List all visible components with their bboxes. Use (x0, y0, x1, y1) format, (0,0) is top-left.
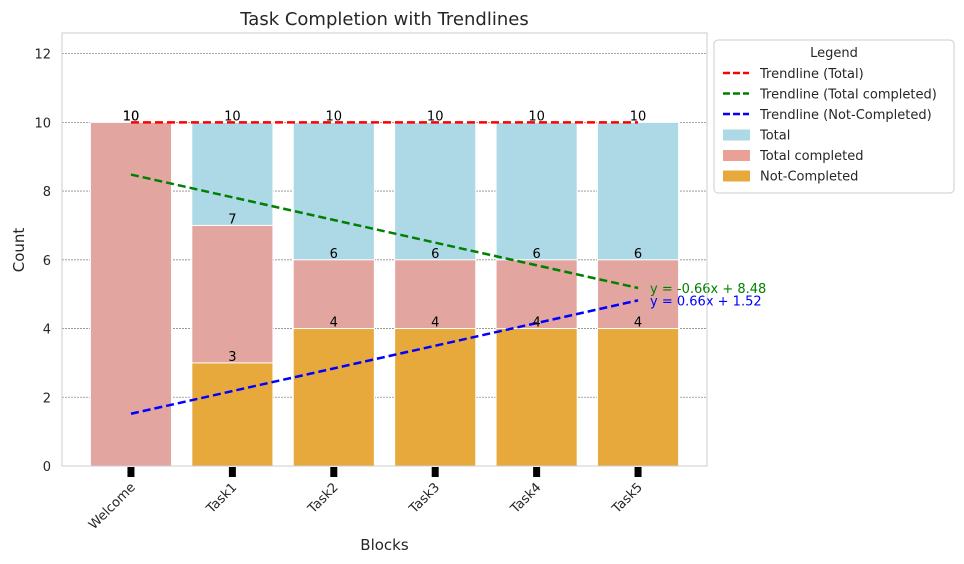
data-label: 4 (330, 316, 338, 331)
data-label: 10 (630, 109, 647, 124)
data-label: 10 (123, 109, 140, 124)
legend-entry-label: Trendline (Total) (759, 67, 864, 82)
y-tick-label: 2 (43, 391, 51, 406)
legend-frame (713, 39, 955, 194)
legend-entry-label: Not-Completed (760, 170, 858, 185)
legend-patch-swatch (723, 150, 750, 161)
data-label: 10 (224, 109, 241, 124)
data-label: 3 (228, 350, 236, 365)
data-label: 6 (330, 247, 338, 262)
data-label: 6 (431, 247, 439, 262)
x-tick-mark (431, 467, 439, 477)
trendline-equation: y = 0.66x + 1.52 (650, 294, 762, 309)
data-label: 6 (532, 247, 540, 262)
trendlines-layer: y = -0.66x + 8.48y = 0.66x + 1.52 (130, 121, 766, 415)
y-tick-label: 12 (34, 48, 51, 63)
legend-entry-label: Total completed (759, 149, 863, 164)
data-label: 7 (228, 212, 236, 227)
trendline-equation: y = -0.66x + 8.48 (650, 282, 766, 297)
y-tick-label: 8 (43, 185, 51, 200)
data-label: 10 (528, 109, 545, 124)
x-axis-label: Blocks (360, 536, 409, 554)
y-tick-label: 10 (34, 116, 51, 131)
legend: Legend Trendline (Total) Trendline (Total… (713, 39, 955, 194)
x-tick-mark (634, 467, 642, 477)
legend-patch-swatch (723, 170, 750, 182)
data-label: 6 (634, 247, 642, 262)
bar-not-completed (394, 328, 477, 467)
bar-not-completed (191, 362, 274, 467)
bars-layer (89, 121, 680, 467)
data-label: 4 (634, 316, 642, 331)
data-label: 4 (532, 316, 540, 331)
x-tick-mark (127, 467, 135, 477)
bar-not-completed (596, 328, 680, 467)
trendline (130, 173, 639, 290)
data-label: 10 (326, 109, 343, 124)
y-tick-label: 6 (43, 254, 51, 269)
legend-entry-label: Total (759, 129, 790, 144)
data-label: 10 (427, 109, 444, 124)
chart-title: Task Completion with Trendlines (239, 9, 528, 30)
y-tick-label: 4 (43, 323, 51, 338)
bar-not-completed (292, 328, 375, 467)
legend-entry-label: Trendline (Not-Completed) (759, 108, 932, 123)
bar-total-completed (89, 121, 173, 467)
legend-patch-swatch (723, 129, 750, 141)
legend-title: Legend (810, 46, 858, 61)
data-label: 10 (123, 109, 140, 124)
bar-not-completed (495, 328, 578, 467)
y-axis-label: Count (10, 228, 28, 273)
trendline (130, 299, 639, 415)
data-label: 4 (431, 316, 439, 331)
y-tick-label: 0 (43, 460, 51, 475)
x-tick-mark (330, 467, 338, 477)
x-tick-mark (533, 467, 541, 477)
x-tick-mark (228, 467, 236, 477)
legend-entry-label: Trendline (Total completed) (759, 88, 937, 103)
plot-frame (61, 32, 708, 467)
